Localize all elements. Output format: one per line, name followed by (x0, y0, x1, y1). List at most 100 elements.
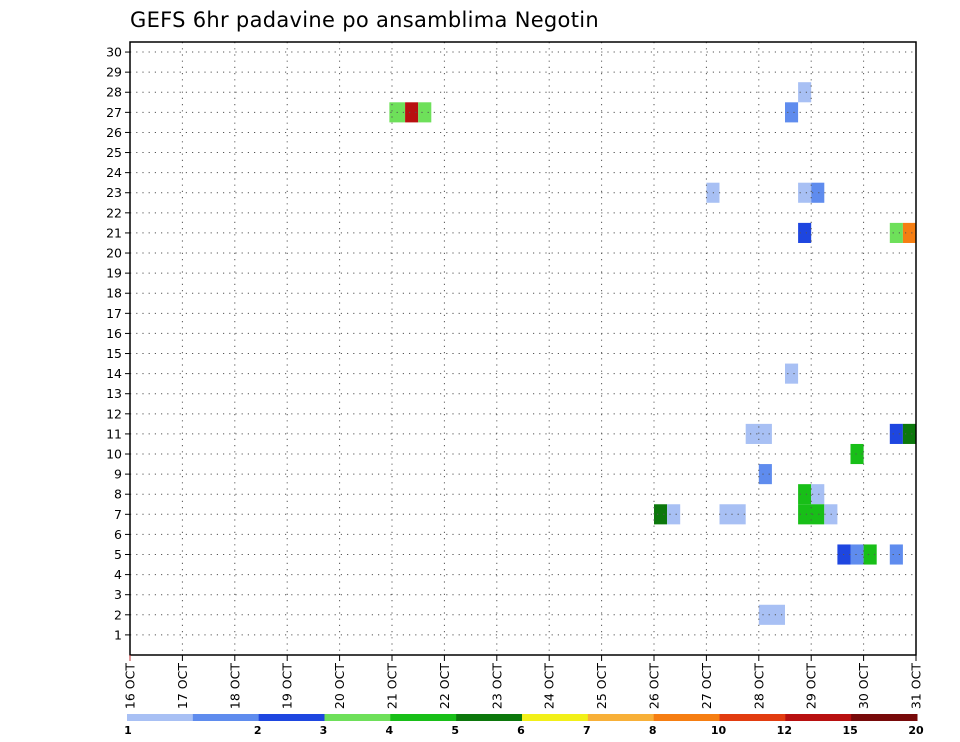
legend-label: 10 (711, 724, 727, 737)
y-tick-label: 21 (106, 225, 122, 240)
y-tick-label: 10 (106, 447, 122, 462)
legend-swatch (653, 714, 720, 721)
x-tick-label: 16 OCT (123, 663, 138, 709)
y-axis: 1234567891011121314151617181920212223242… (106, 45, 130, 642)
x-tick-label: 19 OCT (280, 663, 295, 709)
precip-cell (798, 182, 812, 203)
x-tick-label: 23 OCT (489, 663, 504, 709)
x-tick-label: 18 OCT (227, 663, 242, 709)
plot-frame (129, 41, 917, 656)
precip-cell (798, 484, 812, 505)
y-tick-label: 7 (114, 507, 122, 522)
x-tick-label: 25 OCT (594, 663, 609, 709)
y-tick-label: 3 (114, 587, 122, 602)
x-tick-label: 28 OCT (751, 663, 766, 709)
precip-cell (785, 102, 799, 123)
precip-cell (745, 423, 772, 444)
legend-swatch (587, 714, 655, 721)
precip-cell (850, 544, 864, 565)
x-axis: 16 OCT 17 OCT 18 OCT 19 OCT 20 OCT 21 OCT 22 O… (123, 655, 924, 709)
precip-cell (418, 102, 432, 123)
y-tick-label: 16 (106, 326, 122, 341)
precip-cell (850, 443, 864, 465)
y-tick-label: 26 (106, 125, 122, 140)
y-tick-label: 22 (106, 205, 122, 220)
y-tick-label: 24 (106, 165, 122, 180)
legend-label: 12 (777, 724, 792, 737)
x-tick-label: 22 OCT (437, 663, 452, 709)
y-tick-label: 5 (114, 547, 122, 562)
legend-swatch (785, 714, 852, 721)
y-tick-label: 11 (106, 426, 122, 441)
y-tick-label: 4 (114, 567, 122, 582)
color-legend: 1 2 3 4 5 6 7 8 10 12 15 20 (124, 714, 924, 737)
legend-swatch (522, 714, 589, 721)
legend-label: 15 (843, 724, 858, 737)
chart-title: GEFS 6hr padavine po ansamblima Negotin (130, 8, 599, 32)
x-tick-label: 24 OCT (542, 663, 557, 709)
precip-cell (785, 363, 799, 384)
y-tick-label: 20 (106, 246, 122, 261)
x-tick-label: 20 OCT (332, 663, 347, 709)
y-tick-label: 8 (114, 487, 122, 502)
precip-cell (863, 544, 877, 565)
precip-cell (798, 82, 812, 103)
legend-label: 20 (908, 724, 924, 737)
legend-label: 6 (517, 724, 525, 737)
legend-swatch (192, 714, 260, 721)
precip-cell (798, 222, 812, 243)
precip-cell (811, 182, 825, 203)
precip-cell (902, 222, 916, 243)
y-tick-label: 28 (106, 85, 122, 100)
precip-cell (405, 102, 419, 123)
y-tick-label: 1 (114, 627, 122, 642)
x-tick-label: 30 OCT (856, 663, 871, 709)
y-tick-label: 12 (106, 406, 122, 421)
x-tick-label: 29 OCT (804, 663, 819, 709)
y-tick-label: 15 (106, 346, 122, 361)
precip-cell (654, 504, 668, 525)
y-tick-label: 2 (114, 607, 122, 622)
legend-swatch (390, 714, 457, 721)
x-tick-label: 17 OCT (175, 663, 190, 709)
x-tick-label: 21 OCT (385, 663, 400, 709)
y-tick-label: 19 (106, 266, 122, 281)
precip-cell (758, 464, 772, 485)
y-tick-label: 13 (106, 386, 122, 401)
legend-swatch (851, 714, 918, 721)
legend-label: 4 (386, 724, 394, 737)
y-tick-label: 17 (106, 306, 122, 321)
legend-label: 8 (649, 724, 657, 737)
legend-swatch (456, 714, 523, 721)
y-tick-label: 27 (106, 105, 122, 120)
x-tick-label: 26 OCT (647, 663, 662, 709)
y-tick-label: 29 (106, 65, 122, 80)
precip-cell (758, 604, 785, 625)
y-tick-label: 23 (106, 185, 122, 200)
y-tick-label: 14 (106, 366, 122, 381)
precip-cell (667, 504, 681, 525)
legend-label: 2 (254, 724, 262, 737)
y-tick-label: 25 (106, 145, 122, 160)
legend-swatch (127, 714, 194, 721)
precip-cell (902, 423, 916, 444)
y-tick-label: 9 (114, 467, 122, 482)
precip-cell (811, 484, 825, 505)
y-tick-label: 18 (106, 286, 122, 301)
precip-cell (889, 423, 903, 444)
precip-cell (889, 544, 903, 565)
legend-swatch (719, 714, 786, 721)
precip-cell (889, 222, 903, 243)
y-tick-label: 6 (114, 527, 122, 542)
legend-label: 1 (124, 724, 132, 737)
legend-label: 3 (320, 724, 328, 737)
x-tick-label: 27 OCT (699, 663, 714, 709)
grid-lines (130, 42, 916, 655)
plot-cells (389, 82, 916, 625)
legend-label: 5 (451, 724, 459, 737)
y-tick-label: 30 (106, 45, 122, 60)
legend-swatch (258, 714, 325, 721)
legend-swatch (324, 714, 391, 721)
legend-label: 7 (583, 724, 591, 737)
